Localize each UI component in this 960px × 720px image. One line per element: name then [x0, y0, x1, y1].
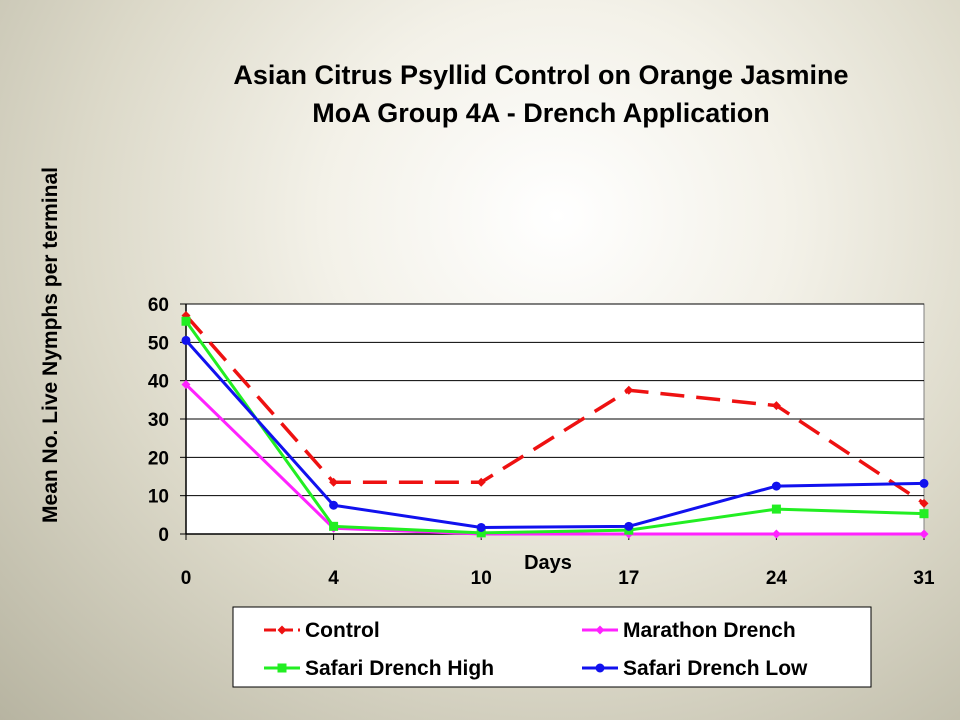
data-point — [771, 504, 781, 514]
legend-item: Marathon Drench — [582, 619, 796, 642]
data-point — [919, 498, 929, 508]
legend-label: Control — [305, 619, 380, 642]
x-tick-label: 24 — [766, 568, 788, 589]
series-line — [184, 339, 925, 529]
series-group — [181, 311, 929, 539]
data-point — [329, 521, 339, 531]
chart-title-line-2: MoA Group 4A - Drench Application — [312, 98, 770, 128]
data-point — [919, 509, 929, 519]
y-tick-label: 50 — [148, 333, 169, 354]
data-point — [595, 663, 605, 673]
data-point — [329, 500, 339, 510]
y-tick-label: 10 — [148, 487, 169, 508]
y-tick-label: 60 — [148, 295, 169, 316]
legend-item: Safari Drench High — [264, 657, 494, 680]
gridlines — [186, 303, 924, 497]
data-point — [771, 529, 781, 539]
x-tick-label: 17 — [618, 568, 639, 589]
x-tick-label: 4 — [328, 568, 339, 589]
y-tick-label: 20 — [148, 448, 169, 469]
data-point — [771, 481, 781, 491]
x-tick-label: 10 — [471, 568, 492, 589]
chart-title-line-1: Asian Citrus Psyllid Control on Orange J… — [233, 60, 848, 90]
data-point — [919, 478, 929, 488]
y-tick-label: 30 — [148, 410, 169, 431]
data-point — [329, 477, 339, 487]
legend-item: Control — [264, 619, 380, 642]
data-point — [771, 401, 781, 411]
x-axis-label: Days — [524, 552, 572, 574]
y-axis-label: Mean No. Live Nymphs per terminal — [39, 167, 62, 523]
data-point — [476, 522, 486, 532]
data-point — [595, 625, 605, 635]
data-point — [624, 385, 634, 395]
y-tick-label: 40 — [148, 372, 169, 393]
series-safari-drench-low — [181, 335, 929, 532]
data-point — [919, 529, 929, 539]
legend-item: Safari Drench Low — [582, 657, 808, 680]
data-point — [476, 477, 486, 487]
series-line — [184, 320, 925, 535]
legend-label: Safari Drench Low — [623, 657, 808, 680]
y-tick-label: 0 — [158, 525, 169, 546]
legend-label: Marathon Drench — [623, 619, 796, 642]
data-point — [277, 663, 287, 673]
legend: Control Marathon Drench Safari Drench High… — [232, 606, 872, 688]
data-point — [624, 521, 634, 531]
legend-box — [232, 606, 872, 688]
series-line — [184, 383, 924, 536]
data-point — [181, 316, 191, 326]
data-point — [476, 528, 486, 538]
data-point — [181, 335, 191, 345]
x-tick-label: 0 — [181, 568, 192, 589]
data-point — [277, 625, 287, 635]
x-axis-ticks: 0 4 10 17 24 31 — [181, 534, 935, 589]
x-tick-label: 31 — [913, 568, 935, 589]
series-line — [184, 314, 925, 505]
legend-label: Safari Drench High — [305, 657, 494, 680]
data-point — [181, 380, 191, 389]
